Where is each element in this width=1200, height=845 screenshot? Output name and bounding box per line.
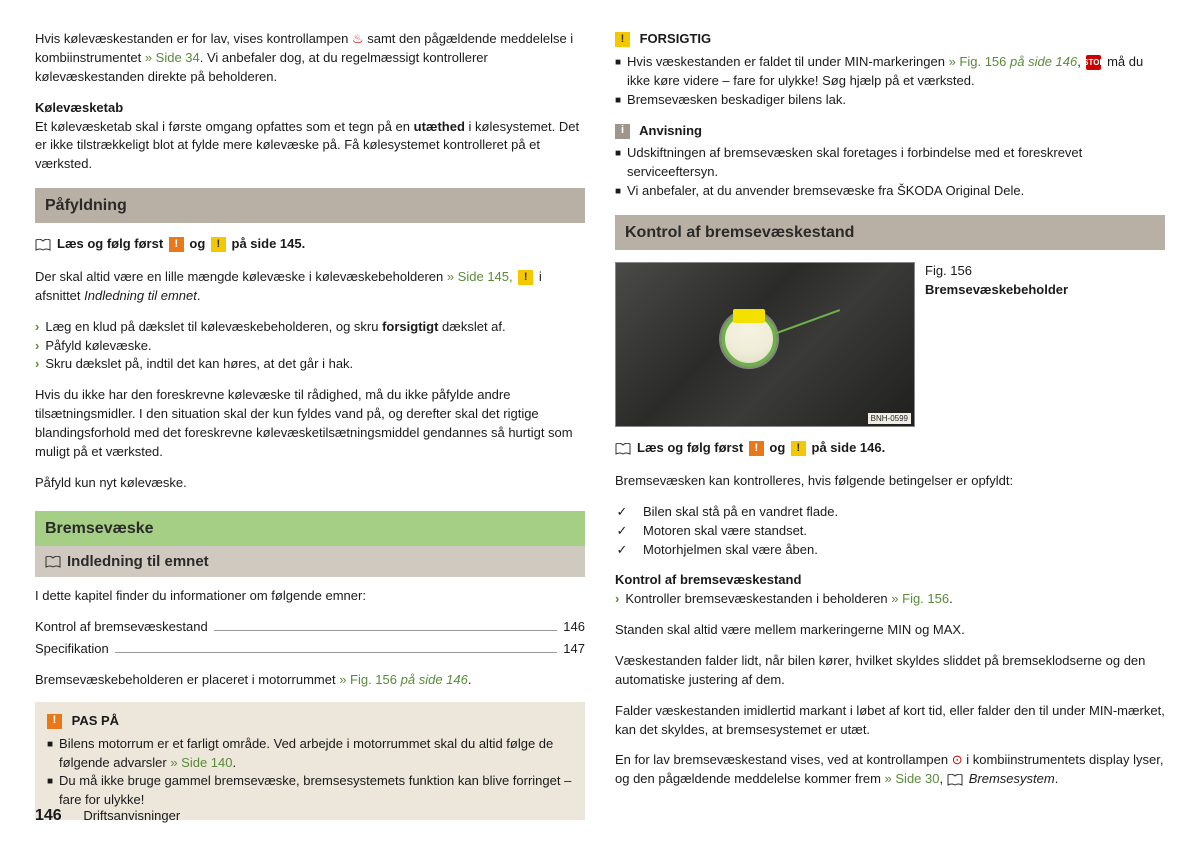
info-icon: i	[615, 124, 630, 139]
brake-warning-icon: ⊙	[952, 753, 963, 768]
pointer-line	[774, 309, 840, 335]
page-footer: 146 Driftsanvisninger	[35, 804, 180, 827]
figure-code: BNH-0599	[868, 413, 911, 425]
check-step: ›Kontroller bremsevæskestanden i beholde…	[615, 590, 1165, 609]
figure-156: BNH-0599 Fig. 156 Bremsevæskebeholder	[615, 262, 1165, 427]
link-side-34[interactable]: » Side 34	[145, 50, 200, 65]
heading-indledning: Indledning til emnet	[35, 546, 585, 578]
square-bullet-icon: ■	[615, 91, 621, 110]
square-bullet-icon: ■	[615, 53, 621, 91]
note-item: ■Vi anbefaler, at du anvender bremsevæsk…	[615, 182, 1165, 201]
coolant-reservoir-paragraph: Der skal altid være en lille mængde køle…	[35, 268, 585, 306]
check-icon: ✓	[615, 503, 629, 522]
link-side-140[interactable]: » Side 140	[170, 755, 232, 770]
read-first-145: Læs og følg først ! og ! på side 145.	[35, 235, 585, 254]
link-side-30[interactable]: » Side 30	[885, 771, 940, 786]
coolant-loss-heading: Kølevæsketab	[35, 99, 585, 118]
coolant-low-paragraph: Hvis kølevæskestanden er for lav, vises …	[35, 30, 585, 87]
section-title: Driftsanvisninger	[83, 808, 180, 823]
figure-image: BNH-0599	[615, 262, 915, 427]
sub-heading-kontrol: Kontrol af bremsevæskestand	[615, 571, 1165, 590]
square-bullet-icon: ■	[615, 182, 621, 201]
check-icon: ✓	[615, 522, 629, 541]
wrong-coolant-paragraph: Hvis du ikke har den foreskrevne kølevæs…	[35, 386, 585, 461]
note-item: ■Udskiftningen af bremsevæsken skal fore…	[615, 144, 1165, 182]
warning-orange-icon: !	[169, 237, 184, 252]
callout-pas-pa: ! PAS PÅ ■Bilens motorrum er et farligt …	[35, 702, 585, 820]
chevron-icon: ›	[35, 337, 39, 356]
warning-lamp-paragraph: En for lav bremsevæskestand vises, ved a…	[615, 751, 1165, 789]
left-column: Hvis kølevæskestanden er for lav, vises …	[35, 30, 585, 820]
check-icon: ✓	[615, 541, 629, 560]
chevron-icon: ›	[35, 355, 39, 374]
heading-pafyldning: Påfyldning	[35, 188, 585, 223]
level-drop-paragraph: Væskestanden falder lidt, når bilen køre…	[615, 652, 1165, 690]
warning-yellow-icon: !	[615, 32, 630, 47]
chevron-icon: ›	[615, 590, 619, 609]
link-side-145[interactable]: » Side 145,	[447, 269, 516, 284]
new-coolant-paragraph: Påfyld kun nyt kølevæske.	[35, 474, 585, 493]
square-bullet-icon: ■	[47, 735, 53, 773]
stop-icon: STOP	[1086, 55, 1101, 70]
fill-steps: ›Læg en klud på dækslet til kølevæskebeh…	[35, 318, 585, 375]
coolant-temp-icon: ♨	[352, 31, 364, 46]
link-fig-156[interactable]: » Fig. 156	[949, 54, 1007, 69]
toc-row-specifikation[interactable]: Specifikation147	[35, 640, 585, 659]
warning-yellow-icon: !	[791, 441, 806, 456]
conditions-intro: Bremsevæsken kan kontrolleres, hvis følg…	[615, 472, 1165, 491]
caution-item: ■Hvis væskestanden er faldet til under M…	[615, 53, 1165, 91]
callout-anvisning-title: i Anvisning	[615, 122, 1165, 141]
reservoir-location: Bremsevæskebeholderen er placeret i moto…	[35, 671, 585, 690]
figure-caption: Fig. 156 Bremsevæskebeholder	[925, 262, 1068, 427]
chapter-intro: I dette kapitel finder du informationer …	[35, 587, 585, 606]
link-fig-156[interactable]: » Fig. 156	[891, 591, 949, 606]
warning-orange-icon: !	[749, 441, 764, 456]
warning-orange-icon: !	[47, 714, 62, 729]
callout-forsigtig-title: ! FORSIGTIG	[615, 30, 1165, 49]
caution-item: ■Bremsevæsken beskadiger bilens lak.	[615, 91, 1165, 110]
read-first-146: Læs og følg først ! og ! på side 146.	[615, 439, 1165, 458]
brake-fluid-cap-icon	[721, 311, 777, 367]
chevron-icon: ›	[35, 318, 39, 337]
page-number: 146	[35, 807, 62, 824]
heading-bremsevaeske: Bremsevæske	[35, 511, 585, 546]
leak-paragraph: Falder væskestanden imidlertid markant i…	[615, 702, 1165, 740]
book-icon	[35, 239, 51, 251]
link-fig-156[interactable]: » Fig. 156	[339, 672, 397, 687]
toc: Kontrol af bremsevæskestand146 Specifika…	[35, 618, 585, 659]
min-max-paragraph: Standen skal altid være mellem markering…	[615, 621, 1165, 640]
toc-row-kontrol[interactable]: Kontrol af bremsevæskestand146	[35, 618, 585, 637]
book-icon	[947, 774, 963, 786]
warning-yellow-icon: !	[211, 237, 226, 252]
book-icon	[45, 556, 61, 568]
right-column: ! FORSIGTIG ■Hvis væskestanden er faldet…	[615, 30, 1165, 820]
book-icon	[615, 443, 631, 455]
heading-kontrol: Kontrol af bremsevæskestand	[615, 215, 1165, 250]
square-bullet-icon: ■	[615, 144, 621, 182]
conditions-list: ✓Bilen skal stå på en vandret flade. ✓Mo…	[615, 503, 1165, 560]
coolant-loss-block: Kølevæsketab Et kølevæsketab skal i førs…	[35, 99, 585, 174]
warning-yellow-icon: !	[518, 270, 533, 285]
